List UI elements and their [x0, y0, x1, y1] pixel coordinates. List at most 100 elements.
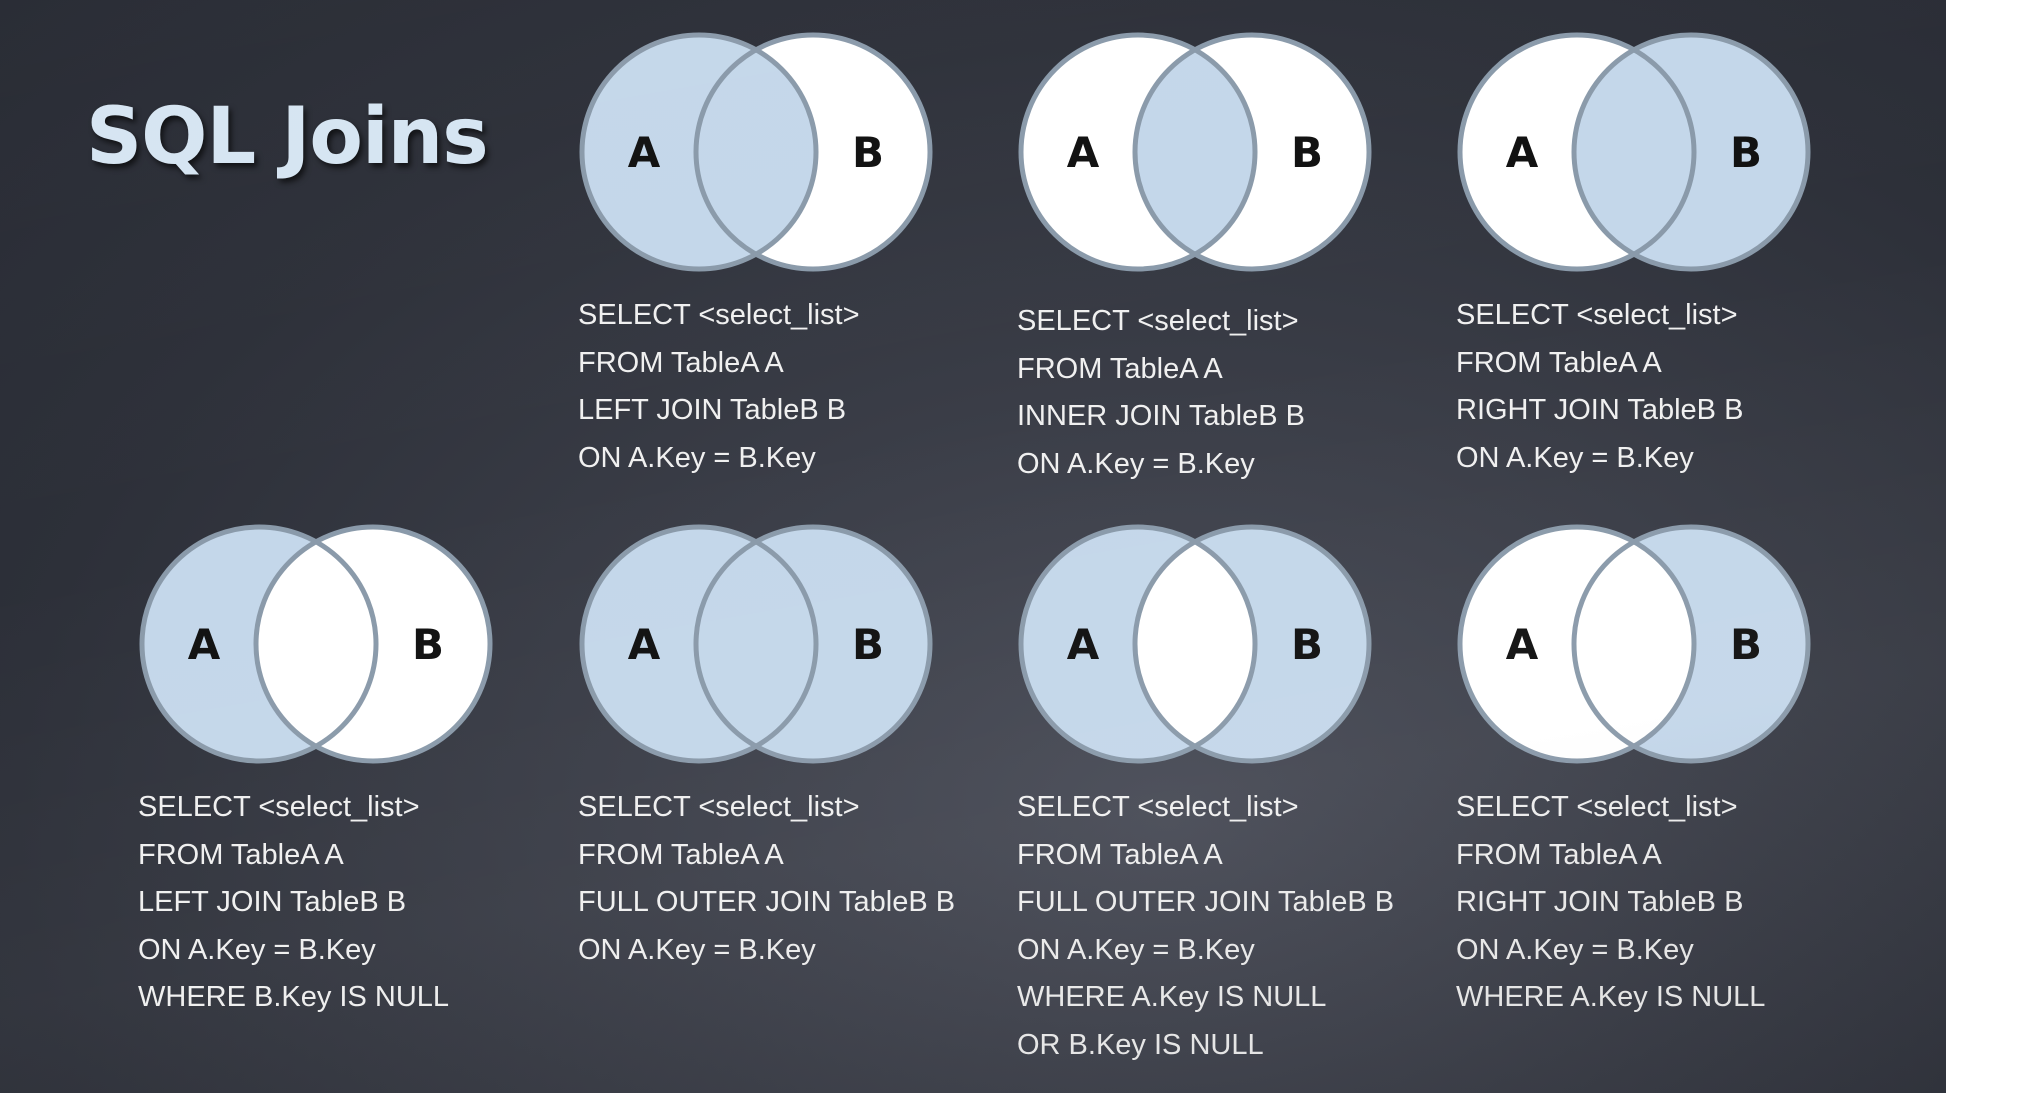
- sql-line: LEFT JOIN TableB B: [138, 886, 407, 918]
- sql-line: SELECT <select_list>: [578, 791, 860, 823]
- venn-region-overlap: [255, 541, 377, 747]
- circle-label-b: B: [1730, 620, 1762, 669]
- venn-region-overlap: [1134, 49, 1256, 255]
- venn-region-a-only: [1021, 35, 1195, 269]
- venn-circle-a: [579, 524, 819, 764]
- venn-region-overlap: [1134, 541, 1256, 747]
- sql-code: SELECT <select_list> FROM TableA A LEFT …: [576, 292, 1016, 482]
- sql-line: ON A.Key = B.Key: [1456, 933, 1694, 966]
- sql-line: ON A.Key = B.Key: [578, 441, 816, 474]
- circle-label-b: B: [1291, 128, 1323, 177]
- circle-label-a: A: [188, 620, 221, 669]
- sql-line: FROM TableA A: [578, 346, 784, 379]
- venn-circle-b: [693, 524, 933, 764]
- sql-line: SELECT <select_list>: [138, 791, 420, 823]
- venn-circle-b: [1571, 524, 1811, 764]
- venn-region-b-only: [756, 35, 930, 269]
- circle-label-a: A: [1067, 128, 1100, 177]
- sql-line: SELECT <select_list>: [1017, 305, 1299, 337]
- circle-label-a: A: [628, 128, 661, 177]
- venn-circle-a: [1018, 524, 1258, 764]
- venn-region-overlap: [695, 541, 817, 747]
- sql-code: SELECT <select_list> FROM TableA A LEFT …: [136, 784, 576, 1022]
- circle-label-b: B: [852, 128, 884, 177]
- sql-code: SELECT <select_list> FROM TableA A RIGHT…: [1454, 292, 1894, 482]
- sql-line: FROM TableA A: [138, 838, 344, 871]
- venn-region-a-only: [1460, 527, 1634, 761]
- circle-label-a: A: [1067, 620, 1100, 669]
- sql-code: SELECT <select_list> FROM TableA A FULL …: [576, 784, 1016, 974]
- circle-label-a: A: [628, 620, 661, 669]
- sql-line: WHERE A.Key IS NULL: [1456, 981, 1766, 1013]
- venn-region-a-only: [582, 527, 756, 761]
- circle-label-a: A: [1506, 128, 1539, 177]
- venn-circle-a: [1018, 32, 1258, 272]
- venn-region-a-only: [1021, 527, 1195, 761]
- venn-region-b-only: [1634, 527, 1808, 761]
- circle-label-b: B: [1291, 620, 1323, 669]
- venn-region-b-only: [316, 527, 490, 761]
- venn-circle-b: [1132, 32, 1372, 272]
- sql-code: SELECT <select_list> FROM TableA A INNER…: [1015, 298, 1455, 488]
- venn-circle-a: [139, 524, 379, 764]
- venn-circle-a: [579, 32, 819, 272]
- venn-region-b-only: [1195, 527, 1369, 761]
- sql-line: ON A.Key = B.Key: [1017, 933, 1255, 966]
- venn-region-a-only: [1460, 35, 1634, 269]
- sql-line: ON A.Key = B.Key: [138, 933, 376, 966]
- sql-line: LEFT JOIN TableB B: [578, 394, 847, 426]
- circle-label-a: A: [1506, 620, 1539, 669]
- circle-label-b: B: [1730, 128, 1762, 177]
- venn-circle-b: [253, 524, 493, 764]
- circle-label-b: B: [852, 620, 884, 669]
- sql-code: SELECT <select_list> FROM TableA A FULL …: [1015, 784, 1455, 1069]
- sql-line: WHERE A.Key IS NULL: [1017, 981, 1327, 1013]
- page-title: SQL Joins: [86, 92, 489, 182]
- venn-circle-b: [693, 32, 933, 272]
- venn-region-b-only: [756, 527, 930, 761]
- venn-region-a-only: [142, 527, 316, 761]
- venn-region-a-only: [582, 35, 756, 269]
- circle-label-b: B: [412, 620, 444, 669]
- venn-region-overlap: [1573, 541, 1695, 747]
- sql-line: ON A.Key = B.Key: [1017, 447, 1255, 480]
- sql-line: RIGHT JOIN TableB B: [1456, 394, 1744, 426]
- sql-line: SELECT <select_list>: [1017, 791, 1299, 823]
- sql-line: ON A.Key = B.Key: [1456, 441, 1694, 474]
- venn-circle-a: [1457, 524, 1697, 764]
- sql-line: FULL OUTER JOIN TableB B: [578, 886, 956, 918]
- sql-line: ON A.Key = B.Key: [578, 933, 816, 966]
- venn-region-overlap: [1573, 49, 1695, 255]
- venn-circle-a: [1457, 32, 1697, 272]
- sql-line: WHERE B.Key IS NULL: [138, 981, 450, 1013]
- sql-line: SELECT <select_list>: [1456, 791, 1738, 823]
- join-panel-full-outer-join: A B SELECT <select_list> FROM TableA A FU…: [576, 522, 1016, 974]
- sql-line: FROM TableA A: [1017, 838, 1223, 871]
- sql-line: SELECT <select_list>: [1456, 299, 1738, 331]
- sql-line: FROM TableA A: [1456, 346, 1662, 379]
- sql-code: SELECT <select_list> FROM TableA A RIGHT…: [1454, 784, 1894, 1022]
- venn-region-b-only: [1634, 35, 1808, 269]
- venn-region-overlap: [695, 49, 817, 255]
- sql-line: FULL OUTER JOIN TableB B: [1017, 886, 1395, 918]
- sql-line: FROM TableA A: [1017, 352, 1223, 385]
- sql-line: SELECT <select_list>: [578, 299, 860, 331]
- venn-circle-b: [1132, 524, 1372, 764]
- sql-line: INNER JOIN TableB B: [1017, 400, 1305, 432]
- sql-line: FROM TableA A: [578, 838, 784, 871]
- sql-line: FROM TableA A: [1456, 838, 1662, 871]
- sql-line: RIGHT JOIN TableB B: [1456, 886, 1744, 918]
